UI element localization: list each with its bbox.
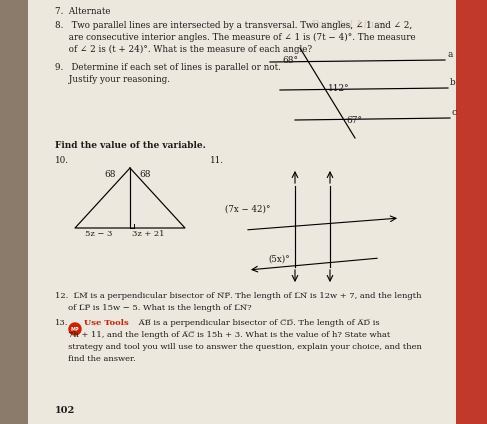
Text: 13.: 13. xyxy=(55,319,68,327)
Bar xyxy=(42,0,43,424)
Text: of L̅P̅ is 15w − 5. What is the length of L̅N̅?: of L̅P̅ is 15w − 5. What is the length o… xyxy=(55,304,252,312)
Bar xyxy=(28,0,456,424)
Text: 3z + 21: 3z + 21 xyxy=(132,230,165,238)
Text: a: a xyxy=(447,50,452,59)
Bar xyxy=(28,0,29,424)
Text: MP: MP xyxy=(71,327,79,332)
Bar xyxy=(43,0,44,424)
Text: 12.  L̅M̅ is a perpendicular bisector of N̅P̅. The length of L̅N̅ is 12w + 7, an: 12. L̅M̅ is a perpendicular bisector of … xyxy=(55,292,422,300)
Bar xyxy=(34,0,35,424)
Text: 10.: 10. xyxy=(55,156,69,165)
Bar xyxy=(35,0,36,424)
Text: Find the value of the variable.: Find the value of the variable. xyxy=(55,141,206,150)
Text: Use Tools: Use Tools xyxy=(84,319,129,327)
Text: (5x)°: (5x)° xyxy=(268,255,290,264)
Text: b: b xyxy=(450,78,456,87)
Bar xyxy=(46,0,47,424)
Text: 5z − 3: 5z − 3 xyxy=(85,230,112,238)
Text: Justify your reasoning.: Justify your reasoning. xyxy=(55,75,170,84)
Bar xyxy=(47,0,48,424)
Text: strategy and tool you will use to answer the question, explain your choice, and : strategy and tool you will use to answer… xyxy=(55,343,422,351)
Text: 112°: 112° xyxy=(328,84,350,93)
Text: find the answer.: find the answer. xyxy=(55,355,136,363)
Text: 68: 68 xyxy=(139,170,150,179)
Bar xyxy=(32,0,33,424)
Text: 11.: 11. xyxy=(210,156,224,165)
Text: of ∠ 2 is (t + 24)°. What is the measure of each angle?: of ∠ 2 is (t + 24)°. What is the measure… xyxy=(55,45,312,54)
Text: 9.   Determine if each set of lines is parallel or not.: 9. Determine if each set of lines is par… xyxy=(55,63,281,72)
Bar xyxy=(31,0,32,424)
Text: 7.  Alternate: 7. Alternate xyxy=(55,7,111,16)
Text: A̅B̅ is a perpendicular bisector of C̅D̅. The length of A̅D̅ is: A̅B̅ is a perpendicular bisector of C̅D̅… xyxy=(136,319,380,327)
Bar xyxy=(41,0,42,424)
Text: 67°: 67° xyxy=(346,116,362,125)
Bar xyxy=(36,0,37,424)
Text: Parallel Lines: Parallel Lines xyxy=(310,20,387,30)
Text: (7x − 42)°: (7x − 42)° xyxy=(225,205,270,214)
Bar xyxy=(29,0,30,424)
Text: 8.   Two parallel lines are intersected by a transversal. Two angles, ∠ 1 and ∠ : 8. Two parallel lines are intersected by… xyxy=(55,21,412,30)
Bar xyxy=(45,0,46,424)
Bar xyxy=(44,0,45,424)
Text: 7h + 11, and the length of A̅C̅ is 15h + 3. What is the value of h? State what: 7h + 11, and the length of A̅C̅ is 15h +… xyxy=(55,331,390,339)
Text: 102: 102 xyxy=(55,406,75,415)
Bar xyxy=(39,0,40,424)
Bar xyxy=(33,0,34,424)
Bar xyxy=(456,0,487,424)
Text: 68°: 68° xyxy=(282,56,298,65)
Bar xyxy=(30,0,31,424)
Text: c: c xyxy=(452,108,457,117)
Bar xyxy=(37,0,38,424)
Bar xyxy=(0,0,28,424)
Bar xyxy=(40,0,41,424)
Bar xyxy=(38,0,39,424)
Text: are consecutive interior angles. The measure of ∠ 1 is (7t − 4)°. The measure: are consecutive interior angles. The mea… xyxy=(55,33,415,42)
Text: 68: 68 xyxy=(104,170,115,179)
Circle shape xyxy=(69,323,81,335)
